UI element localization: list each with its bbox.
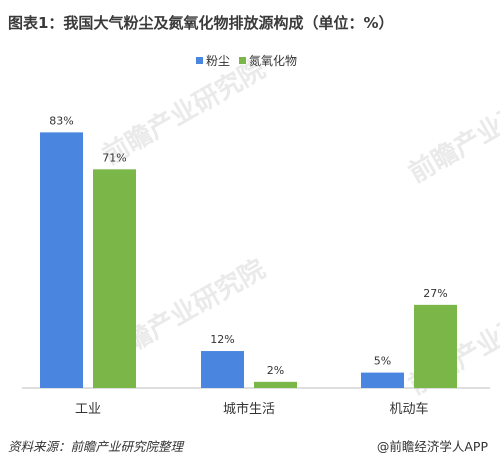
bar-value-label: 71%	[102, 151, 126, 164]
bar	[361, 372, 404, 388]
legend-swatch	[239, 57, 246, 64]
source-note: 资料来源：前瞻产业研究院整理	[8, 439, 184, 454]
bar-value-label: 5%	[374, 355, 391, 368]
x-tick-label: 机动车	[389, 401, 428, 417]
legend-label: 粉尘	[206, 54, 230, 68]
bar	[414, 304, 457, 388]
legend: 粉尘 氮氧化物	[196, 53, 297, 68]
x-tick-label: 工业	[75, 402, 101, 417]
legend-swatch	[196, 57, 203, 64]
bar	[201, 351, 244, 388]
bar-value-label: 27%	[423, 287, 447, 300]
bar-value-label: 83%	[49, 114, 73, 127]
chart-canvas: 粉尘 氮氧化物 83% 71% 工业 12% 2% 城市生活 5% 27% 机动车	[22, 53, 490, 417]
bar-value-label: 12%	[210, 333, 234, 346]
bar	[254, 381, 297, 388]
chart-title: 图表1：我国大气粉尘及氮氧化物排放源构成（单位：%）	[8, 14, 394, 32]
bar-value-label: 2%	[267, 364, 284, 377]
bar	[93, 169, 136, 388]
legend-label: 氮氧化物	[249, 53, 297, 68]
credit-note: @前瞻经济学人APP	[376, 439, 488, 454]
bar	[40, 132, 83, 388]
x-tick-label: 城市生活	[223, 401, 275, 417]
